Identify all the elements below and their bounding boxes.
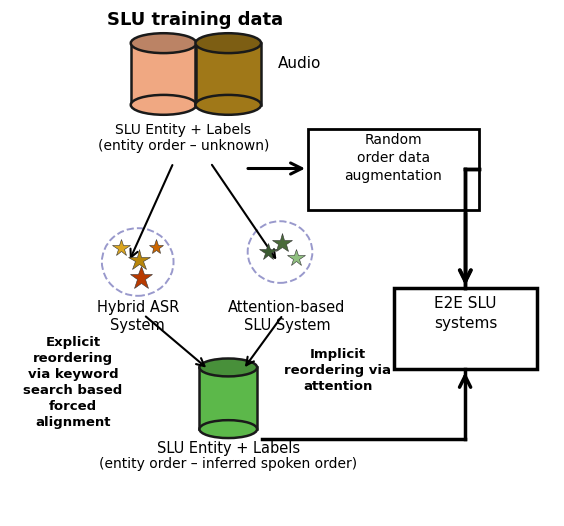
Ellipse shape	[196, 33, 261, 53]
Ellipse shape	[200, 359, 257, 377]
Text: Random
order data
augmentation: Random order data augmentation	[345, 133, 442, 184]
Bar	[200, 368, 257, 429]
Ellipse shape	[131, 95, 196, 115]
Bar	[308, 129, 479, 210]
Text: (entity order – inferred spoken order): (entity order – inferred spoken order)	[99, 457, 358, 471]
Bar	[131, 43, 196, 105]
Text: Explicit
reordering
via keyword
search based
forced
alignment: Explicit reordering via keyword search b…	[24, 336, 122, 429]
Text: Audio: Audio	[278, 56, 321, 70]
Text: Hybrid ASR
System: Hybrid ASR System	[96, 300, 179, 333]
Bar	[196, 43, 261, 105]
Text: SLU training data: SLU training data	[107, 12, 284, 29]
Text: E2E SLU
systems: E2E SLU systems	[434, 296, 497, 331]
Ellipse shape	[131, 33, 196, 53]
Ellipse shape	[196, 95, 261, 115]
Text: SLU Entity + Labels: SLU Entity + Labels	[157, 441, 300, 456]
Bar	[394, 288, 537, 369]
Text: SLU Entity + Labels: SLU Entity + Labels	[116, 123, 252, 137]
Text: Attention-based
SLU System: Attention-based SLU System	[228, 300, 346, 333]
Text: (entity order – unknown): (entity order – unknown)	[98, 139, 269, 153]
Text: Implicit
reordering via
attention: Implicit reordering via attention	[284, 348, 391, 392]
Ellipse shape	[200, 420, 257, 438]
